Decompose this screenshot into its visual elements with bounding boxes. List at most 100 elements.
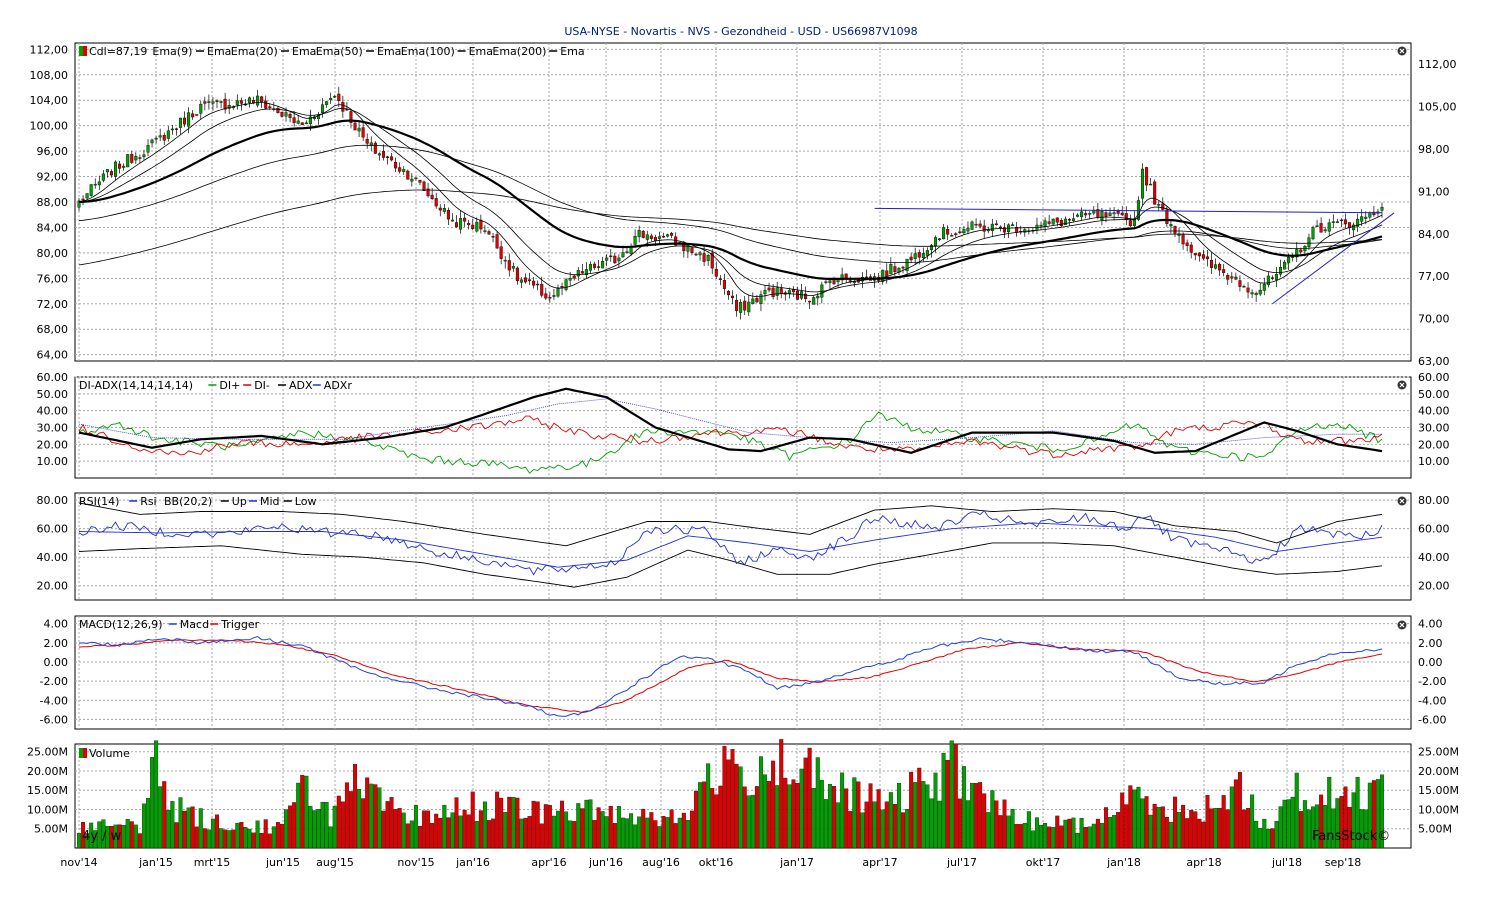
candle-down <box>1218 263 1222 271</box>
candle-down <box>998 226 1002 229</box>
candle-up <box>105 169 109 173</box>
candle-up <box>925 250 929 256</box>
volume-bar-up <box>413 805 418 849</box>
volume-bar-up <box>332 805 337 849</box>
candle-up <box>1140 168 1145 199</box>
candle-down <box>1238 280 1242 287</box>
y-tick-label-left: 40.00 <box>37 551 69 564</box>
candle-up <box>759 294 763 304</box>
volume-bar-down <box>844 788 849 849</box>
candle-up <box>519 279 523 283</box>
y-tick-label-right: -6.00 <box>1418 713 1446 726</box>
candle-down <box>1319 223 1323 233</box>
volume-bar-down <box>730 749 735 849</box>
candle-down <box>1201 254 1205 259</box>
volume-bar-up <box>1039 825 1044 849</box>
candle-up <box>1080 211 1084 218</box>
volume-bar-down <box>336 795 341 849</box>
volume-bar-down <box>1103 807 1108 849</box>
volume-bar-up <box>941 752 946 849</box>
y-tick-label-left: 88,00 <box>37 196 69 209</box>
volume-bar-up <box>1351 792 1356 849</box>
candle-up <box>966 227 970 232</box>
volume-bar-down <box>689 810 694 849</box>
volume-bar-up <box>186 807 191 849</box>
candle-up <box>1360 216 1364 222</box>
candle-up <box>601 261 605 269</box>
volume-bar-up <box>1140 798 1145 849</box>
volume-bar-down <box>795 782 800 849</box>
candle-down <box>479 219 483 230</box>
y-tick-label-left: 5.00M <box>34 823 68 836</box>
candle-up <box>986 229 990 232</box>
candle-down <box>1209 259 1214 268</box>
candle-up <box>913 253 917 259</box>
candle-up <box>304 122 308 125</box>
volume-bar-down <box>982 793 987 849</box>
volume-bar-up <box>990 790 995 849</box>
candle-down <box>755 298 759 303</box>
volume-bar-down <box>373 784 378 849</box>
candle-up <box>1331 221 1335 223</box>
candle-up <box>1258 289 1262 295</box>
candle-up <box>146 145 150 153</box>
candle-down <box>260 96 264 103</box>
volume-bar-up <box>154 740 159 849</box>
candle-down <box>1189 244 1193 253</box>
candle-down <box>795 290 799 300</box>
candle-down <box>901 266 905 269</box>
y-tick-label-right: 20.00 <box>1418 438 1450 451</box>
candle-down <box>649 235 653 239</box>
candle-up <box>747 301 751 313</box>
legend-box-up <box>79 46 83 56</box>
volume-bar-down <box>137 833 142 849</box>
volume-bar-up <box>206 829 211 849</box>
legend-entry: Ema <box>207 45 231 58</box>
volume-bar-down <box>669 809 674 849</box>
candle-up <box>1364 216 1368 219</box>
volume-bar-up <box>1375 779 1380 849</box>
volume-bar-up <box>1262 818 1267 849</box>
volume-bar-down <box>426 810 431 849</box>
volume-bar-up <box>775 785 780 849</box>
candle-down <box>138 157 142 159</box>
legend-entry: Ema <box>377 45 401 58</box>
volume-bar-down <box>1120 792 1125 849</box>
volume-bar-down <box>279 823 284 849</box>
y-tick-label-right: 30.00 <box>1418 422 1450 435</box>
candle-up <box>1076 214 1080 217</box>
y-tick-label-right: 4.00 <box>1418 618 1443 631</box>
candle-down <box>426 188 430 197</box>
volume-bar-down <box>446 817 451 849</box>
y-tick-label-right: 112,00 <box>1418 58 1457 71</box>
candle-down <box>292 117 296 123</box>
y-tick-label-right: 25.00M <box>1418 746 1459 759</box>
volume-bar-down <box>722 746 727 849</box>
y-tick-label-left: 60.00 <box>37 523 69 536</box>
candle-up <box>1100 211 1104 221</box>
y-tick-label-left: 76,00 <box>37 272 69 285</box>
volume-bar-up <box>905 809 910 849</box>
volume-bar-down <box>608 805 613 849</box>
candle-up <box>333 96 337 98</box>
legend-entry: Rsi <box>140 495 156 508</box>
candle-up <box>158 135 162 138</box>
volume-bar-down <box>1209 808 1214 849</box>
volume-bar-down <box>994 800 999 849</box>
close-icon-stroke <box>1399 498 1405 504</box>
volume-bar-down <box>1217 807 1222 849</box>
candle-down <box>1343 219 1347 225</box>
legend-entry: Ema <box>292 45 316 58</box>
y-tick-label-right: 10.00 <box>1418 455 1450 468</box>
candle-down <box>406 170 410 180</box>
candle-up <box>296 120 300 124</box>
volume-bar-up <box>665 817 670 849</box>
candle-down <box>690 247 694 253</box>
x-tick-label: okt'16 <box>699 856 733 869</box>
chart-title: USA-NYSE - Novartis - NVS - Gezondheid -… <box>564 25 917 38</box>
candle-up <box>1327 222 1331 232</box>
candle-down <box>528 279 532 282</box>
volume-bar-down <box>742 786 747 849</box>
candle-down <box>239 100 243 104</box>
